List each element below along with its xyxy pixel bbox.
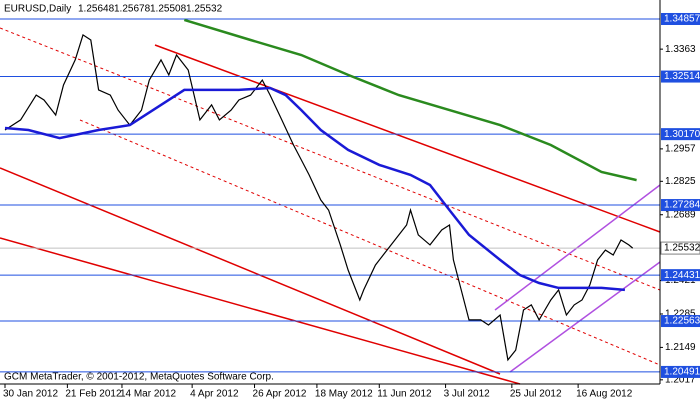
x-tick-label: 16 Aug 2012	[576, 389, 633, 400]
x-tick-label: 30 Jan 2012	[3, 389, 58, 400]
channel-line	[494, 184, 661, 311]
y-tick-label: 1.2017	[665, 374, 696, 385]
level-label: 1.34857	[664, 14, 700, 25]
ohlc-high: 1.25678	[114, 4, 151, 15]
copyright: GCM MetaTrader, © 2001-2012, MetaQuotes …	[4, 372, 274, 383]
trendlines	[0, 27, 661, 385]
moving-average	[183, 18, 637, 182]
trendline	[0, 27, 661, 291]
level-label: 1.22563	[664, 316, 700, 327]
level-tag	[661, 12, 700, 25]
trendline	[79, 119, 661, 366]
x-tick-label: 25 Jul 2012	[510, 389, 562, 400]
last-price-tag	[660, 241, 700, 255]
x-tick-label: 14 Mar 2012	[120, 389, 177, 400]
y-tick-label: 1.2825	[665, 176, 696, 187]
level-label: 1.24431	[664, 270, 700, 281]
y-tick-label: 1.3363	[665, 44, 696, 55]
trendline	[0, 237, 521, 385]
x-tick-label: 4 Apr 2012	[190, 389, 239, 400]
level-tag	[661, 70, 700, 83]
level-label: 1.20491	[664, 367, 700, 378]
trendline	[0, 167, 501, 375]
channel-line	[509, 261, 661, 373]
level-label: 1.32514	[664, 71, 700, 82]
axis: 1.33631.29571.28251.26891.24211.22851.21…	[3, 12, 700, 400]
price-line	[4, 33, 634, 362]
x-tick-label: 18 May 2012	[315, 389, 373, 400]
ohlc-low: 1.25508	[150, 4, 187, 15]
y-tick-label: 1.2957	[665, 144, 696, 155]
levels	[0, 18, 660, 373]
ohlc-close: 1.25532	[186, 4, 223, 15]
moving-average	[4, 86, 626, 292]
level-tag	[661, 128, 700, 141]
level-tag	[661, 365, 700, 378]
last-price-label: 1.25532	[664, 243, 700, 254]
y-tick-label: 1.2689	[665, 209, 696, 220]
level-tag	[661, 269, 700, 282]
level-label: 1.27284	[664, 200, 700, 211]
y-tick-label: 1.2149	[665, 342, 696, 353]
x-tick-label: 26 Apr 2012	[253, 389, 307, 400]
plot	[4, 18, 637, 362]
ohlc-open: 1.25648	[78, 4, 115, 15]
x-tick-label: 21 Feb 2012	[65, 389, 122, 400]
level-tag	[661, 199, 700, 212]
symbol: EURUSD,Daily	[4, 4, 71, 15]
x-tick-label: 11 Jun 2012	[377, 389, 432, 400]
x-tick-label: 3 Jul 2012	[444, 389, 491, 400]
y-tick-label: 1.2285	[665, 309, 696, 320]
level-label: 1.30170	[664, 129, 700, 140]
level-tag	[661, 315, 700, 328]
